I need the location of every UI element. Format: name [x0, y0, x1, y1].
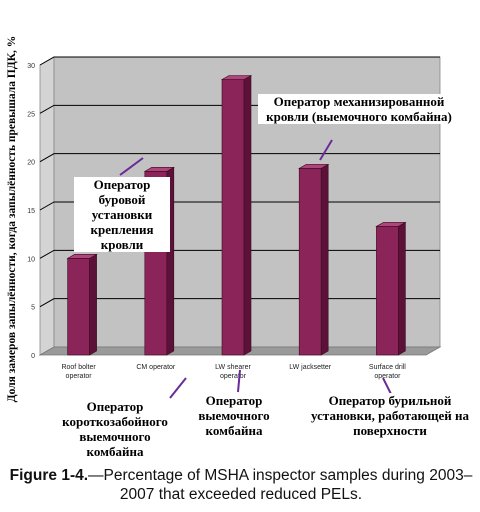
y-tick-label: 5: [31, 305, 35, 312]
y-tick-label: 30: [27, 63, 35, 70]
annotation-line-jack: [319, 139, 333, 161]
x-tick-label: CM operator: [136, 364, 176, 371]
figure-caption-label: Figure 1-4.: [9, 467, 89, 484]
bar-side: [398, 221, 406, 356]
gridline: [39, 56, 440, 66]
annotation-shearer: Оператор выемочного комбайна: [196, 393, 272, 438]
figure-caption-text: —Percentage of MSHA inspector samples du…: [88, 467, 473, 503]
y-tick-label: 10: [27, 256, 35, 263]
bar-side: [243, 74, 252, 356]
bar-top: [375, 222, 407, 227]
y-tick-label: 25: [27, 111, 35, 118]
y-tick-label: 20: [27, 160, 35, 167]
x-tick-label: Roof bolter operator: [61, 364, 96, 380]
annotation-cm-operator: Оператор короткозабойного выемочного ком…: [50, 399, 180, 459]
bar-front: [67, 258, 90, 356]
bar-side: [320, 163, 329, 356]
y-tick-label: 0: [31, 353, 35, 360]
bar-top: [298, 164, 330, 169]
bar-front: [221, 79, 245, 356]
bar-chart: 0 5 10 15 20 25 30 Roof bolter operator CM operat…: [27, 56, 442, 399]
x-tick-label: Surface drill operator: [369, 364, 406, 380]
bar-side: [89, 253, 97, 356]
figure-caption: Figure 1-4.—Percentage of MSHA inspector…: [8, 466, 474, 504]
x-tick-label: LW shearer operator: [215, 364, 251, 380]
bar-top: [220, 75, 253, 80]
annotation-roof-bolter: Оператор буровой установки крепления кро…: [74, 177, 170, 252]
bar-top: [143, 167, 175, 172]
bar-front: [298, 168, 322, 356]
annotation-line-shearer: [237, 369, 241, 393]
y-tick-label: 15: [27, 208, 35, 215]
annotation-line-cm: [169, 377, 187, 399]
annotation-line-roof: [119, 157, 144, 176]
bar-front: [376, 226, 399, 356]
gridline: [39, 153, 440, 163]
annotation-lw-jacksetter: Оператор механизированной кровли (выемоч…: [258, 94, 460, 124]
x-tick-label: LW jacksetter: [289, 364, 332, 371]
bar-top: [66, 254, 98, 259]
annotation-surface-drill: Оператор бурильной установки, работающей…: [300, 393, 480, 438]
